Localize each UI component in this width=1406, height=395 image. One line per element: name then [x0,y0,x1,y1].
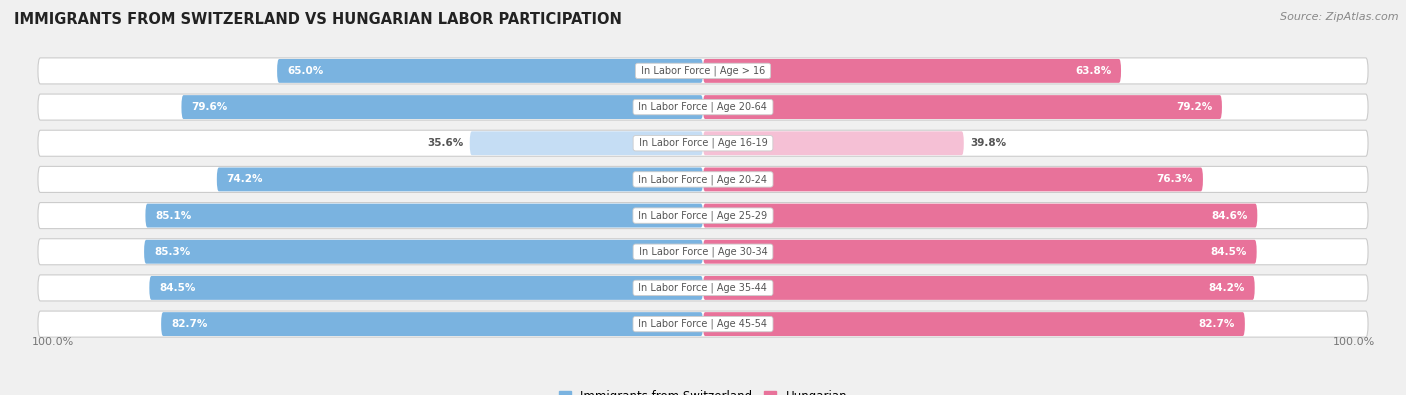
Text: 84.5%: 84.5% [159,283,195,293]
FancyBboxPatch shape [143,240,703,264]
Text: In Labor Force | Age 20-24: In Labor Force | Age 20-24 [636,174,770,185]
FancyBboxPatch shape [38,58,1368,84]
FancyBboxPatch shape [38,275,1368,301]
Text: 82.7%: 82.7% [1199,319,1234,329]
Text: 79.2%: 79.2% [1175,102,1212,112]
Text: 74.2%: 74.2% [226,175,263,184]
Text: In Labor Force | Age 20-64: In Labor Force | Age 20-64 [636,102,770,112]
FancyBboxPatch shape [38,94,1368,120]
Text: IMMIGRANTS FROM SWITZERLAND VS HUNGARIAN LABOR PARTICIPATION: IMMIGRANTS FROM SWITZERLAND VS HUNGARIAN… [14,12,621,27]
FancyBboxPatch shape [38,166,1368,192]
Text: 39.8%: 39.8% [970,138,1007,148]
Text: In Labor Force | Age 45-54: In Labor Force | Age 45-54 [636,319,770,329]
FancyBboxPatch shape [181,95,703,119]
FancyBboxPatch shape [277,59,703,83]
Text: 85.3%: 85.3% [153,247,190,257]
Text: 100.0%: 100.0% [1333,337,1375,346]
Text: In Labor Force | Age 25-29: In Labor Force | Age 25-29 [636,210,770,221]
Text: 84.2%: 84.2% [1209,283,1244,293]
FancyBboxPatch shape [38,311,1368,337]
FancyBboxPatch shape [703,240,1257,264]
FancyBboxPatch shape [38,203,1368,229]
Text: In Labor Force | Age > 16: In Labor Force | Age > 16 [638,66,768,76]
FancyBboxPatch shape [703,276,1254,300]
FancyBboxPatch shape [38,239,1368,265]
FancyBboxPatch shape [703,167,1204,191]
Text: 79.6%: 79.6% [191,102,228,112]
FancyBboxPatch shape [703,204,1257,228]
Text: In Labor Force | Age 16-19: In Labor Force | Age 16-19 [636,138,770,149]
Text: In Labor Force | Age 30-34: In Labor Force | Age 30-34 [636,246,770,257]
Text: 100.0%: 100.0% [31,337,73,346]
FancyBboxPatch shape [217,167,703,191]
Text: 63.8%: 63.8% [1076,66,1111,76]
Text: 85.1%: 85.1% [155,211,191,220]
Text: In Labor Force | Age 35-44: In Labor Force | Age 35-44 [636,283,770,293]
FancyBboxPatch shape [703,131,963,155]
FancyBboxPatch shape [38,130,1368,156]
FancyBboxPatch shape [703,95,1222,119]
FancyBboxPatch shape [162,312,703,336]
Text: 84.6%: 84.6% [1211,211,1247,220]
Text: 82.7%: 82.7% [172,319,207,329]
FancyBboxPatch shape [470,131,703,155]
FancyBboxPatch shape [703,59,1121,83]
Text: Source: ZipAtlas.com: Source: ZipAtlas.com [1281,12,1399,22]
Legend: Immigrants from Switzerland, Hungarian: Immigrants from Switzerland, Hungarian [554,385,852,395]
Text: 84.5%: 84.5% [1211,247,1247,257]
FancyBboxPatch shape [149,276,703,300]
FancyBboxPatch shape [145,204,703,228]
Text: 65.0%: 65.0% [287,66,323,76]
Text: 35.6%: 35.6% [427,138,463,148]
Text: 76.3%: 76.3% [1157,175,1194,184]
FancyBboxPatch shape [703,312,1244,336]
